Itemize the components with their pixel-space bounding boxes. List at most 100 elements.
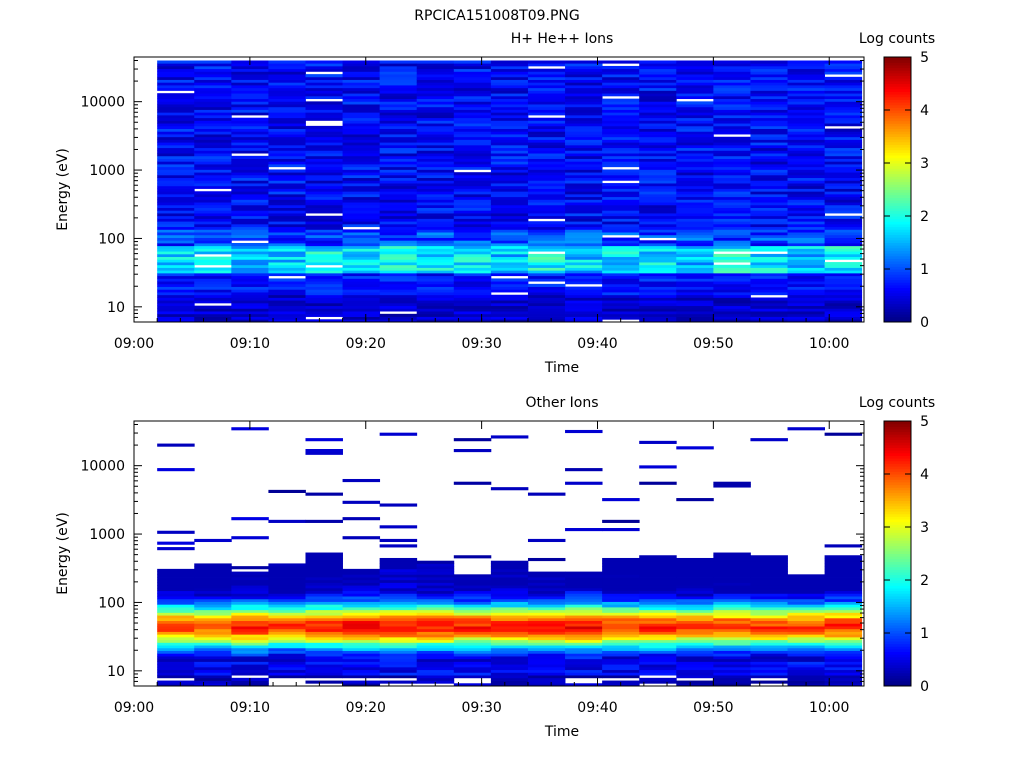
heatmap-cell [787, 117, 825, 121]
heatmap-cell [490, 634, 529, 638]
heatmap-cell [157, 636, 195, 641]
heatmap-cell [157, 153, 195, 157]
heatmap-cell [565, 74, 603, 78]
heatmap-cell [231, 612, 269, 616]
heatmap-cell [750, 680, 788, 684]
heatmap-cell [416, 207, 455, 211]
heatmap-cell [194, 150, 232, 154]
heatmap-cell [639, 294, 677, 298]
heatmap-cell [268, 123, 306, 127]
heatmap-cell [824, 297, 863, 301]
heatmap-cell [453, 193, 492, 198]
heatmap-cell [527, 226, 566, 230]
heatmap-cell [750, 245, 788, 249]
heatmap-cell [268, 636, 306, 641]
heatmap-cell [639, 626, 677, 630]
heatmap-cell [194, 142, 232, 146]
heatmap-cell [268, 193, 306, 198]
heatmap-cell [639, 639, 677, 643]
heatmap-cell [453, 305, 492, 309]
heatmap-cell [157, 101, 195, 105]
heatmap-cell [268, 598, 306, 602]
heatmap-cell [305, 636, 343, 641]
heatmap-cell [157, 683, 195, 687]
heatmap-cell [342, 136, 381, 140]
heatmap-cell [713, 672, 751, 676]
heatmap-cell [713, 264, 751, 268]
heatmap-cell [787, 150, 825, 154]
heatmap-cell [379, 656, 418, 660]
heatmap-cell [194, 76, 232, 80]
heatmap-cell [268, 656, 306, 660]
heatmap-cell [379, 147, 418, 151]
heatmap-cell [639, 601, 677, 605]
heatmap-cell [824, 229, 863, 233]
heatmap-cell [713, 114, 751, 119]
colorbar-segment [884, 282, 911, 286]
colorbar-tick-label: 0 [920, 315, 929, 331]
heatmap-cell [231, 566, 269, 570]
heatmap-cell [379, 658, 418, 662]
heatmap-cell [565, 123, 603, 127]
heatmap-cell [490, 79, 529, 83]
heatmap-cell [713, 557, 751, 562]
colorbar-segment [884, 622, 911, 626]
heatmap-cell [194, 628, 232, 632]
heatmap-cell [490, 112, 529, 116]
colorbar-segment [884, 481, 911, 486]
heatmap-cell [787, 204, 825, 208]
heatmap-cell [565, 147, 603, 151]
heatmap-cell [416, 634, 455, 638]
heatmap-cell [565, 596, 603, 600]
colorbar-segment [884, 197, 911, 201]
heatmap-cell [157, 202, 195, 206]
heatmap-cell [750, 180, 788, 184]
heatmap-cell [379, 308, 418, 312]
heatmap-cell [676, 292, 714, 296]
heatmap-cell [713, 292, 751, 296]
heatmap-cell [676, 93, 714, 97]
heatmap-cell [676, 243, 714, 247]
heatmap-cell [824, 319, 863, 323]
heatmap-cell [379, 248, 418, 252]
heatmap-cell [713, 609, 751, 613]
heatmap-cell [379, 153, 418, 157]
heatmap-cell [379, 112, 418, 116]
heatmap-cell [602, 172, 640, 176]
heatmap-cell [231, 283, 269, 287]
heatmap-cell [824, 560, 863, 564]
heatmap-cell [676, 139, 714, 143]
heatmap-cell [787, 677, 825, 681]
heatmap-cell [416, 669, 455, 673]
colorbar-segment [884, 83, 911, 87]
colorbar-segment [884, 635, 911, 639]
colorbar-segment [884, 511, 911, 515]
heatmap-cell [157, 645, 195, 649]
heatmap-cell [490, 286, 529, 290]
heatmap-cell [342, 607, 381, 611]
heatmap-cell [453, 598, 492, 602]
heatmap-cell [342, 164, 381, 168]
heatmap-cell [305, 210, 343, 214]
heatmap-cell [342, 478, 381, 483]
heatmap-cell [713, 191, 751, 195]
colorbar-segment [884, 147, 911, 151]
heatmap-cell [527, 683, 566, 687]
heatmap-cell [194, 226, 232, 230]
heatmap-cell [713, 566, 751, 570]
heatmap-cell [602, 628, 640, 632]
heatmap-cell [305, 232, 343, 236]
heatmap-cell [824, 164, 863, 168]
heatmap-cell [787, 598, 825, 602]
heatmap-cell [157, 658, 195, 662]
heatmap-cell [194, 319, 232, 323]
heatmap-cell [490, 645, 529, 649]
heatmap-cell [231, 517, 269, 521]
heatmap-cell [565, 180, 603, 184]
heatmap-cell [305, 666, 343, 671]
colorbar-segment [884, 670, 911, 674]
colorbar-segment [884, 545, 911, 549]
heatmap-cell [787, 604, 825, 608]
heatmap-cell [676, 563, 714, 567]
heatmap-cell [676, 213, 714, 217]
